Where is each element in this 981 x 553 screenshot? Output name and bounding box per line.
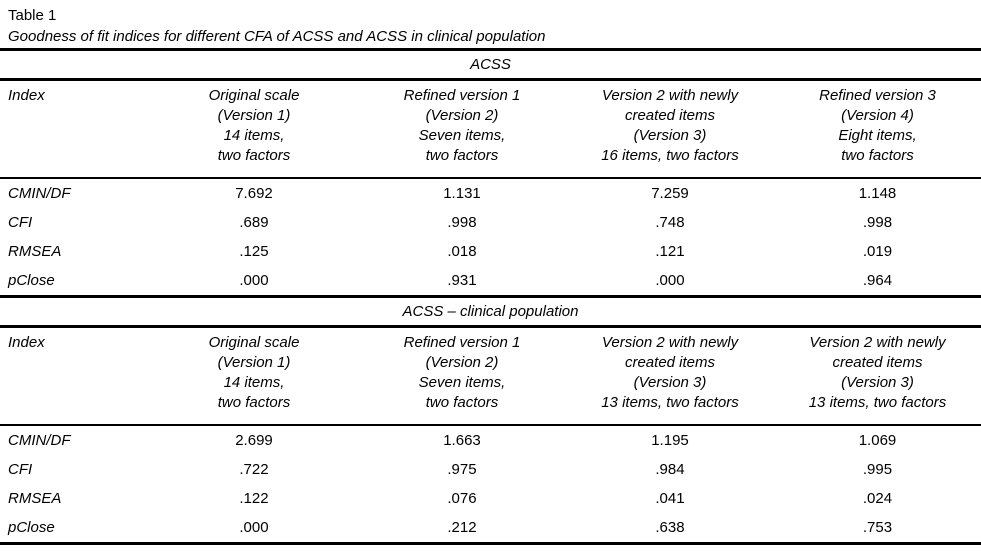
column-header: Refined version 3 (Version 4) Eight item… [774,79,981,179]
cell-value: 1.195 [651,432,689,449]
cell-value: .212 [358,513,566,545]
row-label: CMIN/DF [8,185,71,202]
row-label: pClose [8,272,55,289]
section-title: ACSS – clinical population [0,295,981,328]
cell-value: 1.148 [858,185,897,202]
cell-value: .125 [239,243,269,260]
cell-value: .000 [655,272,685,289]
cell-value: 1.069 [858,432,897,449]
cell-value: .722 [239,461,269,478]
table-row: ACSS – clinical population [0,295,981,328]
table-row: RMSEA .125 .018 .121 .019 [0,237,981,266]
table-row: CFI .689 .998 .748 .998 [0,208,981,237]
column-header: Original scale (Version 1) 14 items, two… [150,326,358,426]
cell-value: .638 [566,513,774,545]
cell-value: .998 [447,214,477,231]
table-row: RMSEA .122 .076 .041 .024 [0,484,981,513]
cell-value: .018 [447,243,477,260]
row-label: RMSEA [8,243,62,260]
cell-value: 2.699 [235,432,273,449]
row-label: RMSEA [8,490,62,507]
cell-value: .689 [239,214,269,231]
column-header: Version 2 with newly created items (Vers… [566,79,774,179]
column-header: Version 2 with newly created items (Vers… [774,326,981,426]
row-label: CMIN/DF [8,432,71,449]
cell-value: .019 [862,243,893,260]
cell-value: .753 [774,513,981,545]
table-row: Index Original scale (Version 1) 14 item… [0,326,981,426]
table-row: pClose .000 .212 .638 .753 [0,513,981,545]
table-row: ACSS [0,48,981,81]
cell-value: .748 [655,214,685,231]
cell-value: 7.259 [651,185,689,202]
table-row: CFI .722 .975 .984 .995 [0,455,981,484]
cell-value: 1.663 [443,432,481,449]
cell-value: .931 [447,272,477,289]
column-header: Index [0,79,150,179]
cell-value: .000 [239,272,269,289]
table-title: Goodness of fit indices for different CF… [8,28,546,45]
goodness-of-fit-table: ACSS Index Original scale (Version 1) 14… [0,48,981,545]
table-row: CMIN/DF 7.692 1.131 7.259 1.148 [0,178,981,208]
column-header: Refined version 1 (Version 2) Seven item… [358,326,566,426]
cell-value: .041 [655,490,685,507]
cell-value: .024 [862,490,893,507]
table-caption: Table 1 Goodness of fit indices for diff… [0,0,981,48]
cell-value: .964 [862,272,893,289]
table-row: CMIN/DF 2.699 1.663 1.195 1.069 [0,425,981,455]
cell-value: .121 [655,243,685,260]
cell-value: 1.131 [443,185,481,202]
cell-value: 7.692 [235,185,273,202]
cell-value: .998 [862,214,893,231]
cell-value: .122 [239,490,269,507]
column-header: Original scale (Version 1) 14 items, two… [150,79,358,179]
table-number: Table 1 [8,7,57,24]
column-header: Refined version 1 (Version 2) Seven item… [358,79,566,179]
row-label: CFI [8,214,33,231]
section-title: ACSS [0,48,981,81]
column-header: Version 2 with newly created items (Vers… [566,326,774,426]
cell-value: .995 [862,461,893,478]
cell-value: .076 [447,490,477,507]
column-header: Index [0,326,150,426]
cell-value: .000 [150,513,358,545]
row-label: pClose [0,513,150,545]
table-row: pClose .000 .931 .000 .964 [0,266,981,297]
cell-value: .975 [447,461,477,478]
table-row: Index Original scale (Version 1) 14 item… [0,79,981,179]
cell-value: .984 [655,461,685,478]
row-label: CFI [8,461,33,478]
